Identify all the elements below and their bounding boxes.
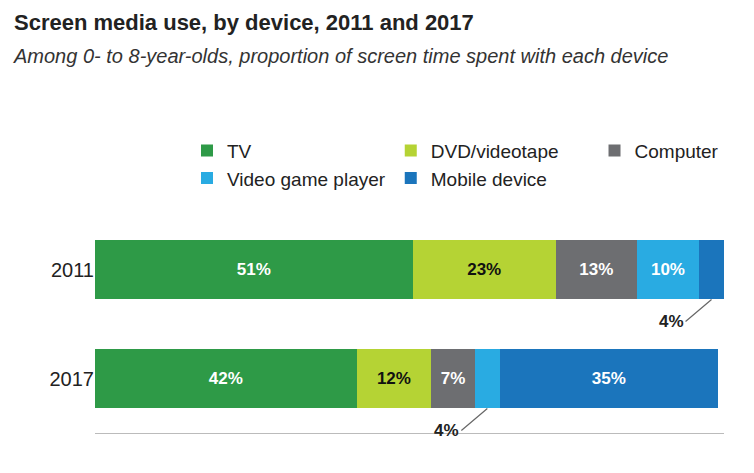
svg-text:2017: 2017 xyxy=(50,368,95,390)
html-text:Among 0- to 8-year-olds, propo: Among 0- to 8-year-olds, proportion of s… xyxy=(14,45,669,67)
svg-text:TV: TV xyxy=(227,141,252,162)
svg-text:4%: 4% xyxy=(434,421,459,440)
svg-text:Mobile device: Mobile device xyxy=(431,169,547,190)
svg-text:23%: 23% xyxy=(467,260,501,279)
svg-text:42%: 42% xyxy=(209,369,243,388)
svg-text:DVD/videotape: DVD/videotape xyxy=(431,141,559,162)
svg-text:35%: 35% xyxy=(592,369,626,388)
svg-text:4%: 4% xyxy=(659,312,684,331)
svg-text:Computer: Computer xyxy=(635,141,719,162)
svg-text:Video game player: Video game player xyxy=(227,169,386,190)
svg-text:7%: 7% xyxy=(441,369,466,388)
svg-text:13%: 13% xyxy=(579,260,613,279)
svg-text:51%: 51% xyxy=(237,260,271,279)
html-text:Screen media use, by device, 2: Screen media use, by device, 2011 and 20… xyxy=(14,10,474,35)
svg-text:12%: 12% xyxy=(377,369,411,388)
svg-text:10%: 10% xyxy=(651,260,685,279)
svg-text:2011: 2011 xyxy=(51,259,94,281)
